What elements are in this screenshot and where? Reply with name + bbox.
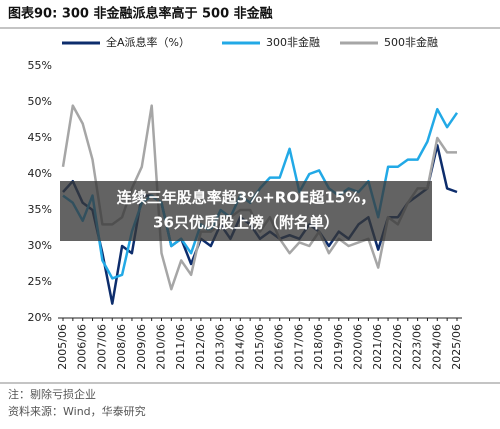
- y-tick-label: 20%: [28, 311, 52, 324]
- x-tick-label: 2011/06: [174, 324, 187, 370]
- y-tick-label: 25%: [28, 275, 52, 288]
- x-tick-label: 2023/06: [411, 324, 424, 370]
- x-tick-label: 2022/06: [391, 324, 404, 370]
- x-tick-label: 2018/06: [312, 324, 325, 370]
- x-tick-label: 2006/06: [76, 324, 89, 370]
- y-tick-label: 50%: [28, 95, 52, 108]
- x-tick-label: 2014/06: [233, 324, 246, 370]
- y-tick-label: 40%: [28, 167, 52, 180]
- footnote: 注：剔除亏损企业: [8, 387, 96, 401]
- x-tick-label: 2021/06: [371, 324, 384, 370]
- x-tick-label: 2008/06: [115, 324, 128, 370]
- x-tick-label: 2005/06: [56, 324, 69, 370]
- x-tick-label: 2016/06: [273, 324, 286, 370]
- x-tick-label: 2007/06: [95, 324, 108, 370]
- y-tick-label: 55%: [28, 59, 52, 72]
- x-tick-label: 2010/06: [155, 324, 168, 370]
- x-tick-label: 2019/06: [332, 324, 345, 370]
- x-tick-label: 2013/06: [214, 324, 227, 370]
- x-tick-label: 2012/06: [194, 324, 207, 370]
- x-tick-label: 2025/06: [450, 324, 463, 370]
- legend-label: 300非金融: [266, 35, 320, 49]
- y-tick-label: 45%: [28, 131, 52, 144]
- y-tick-label: 30%: [28, 239, 52, 252]
- y-tick-label: 35%: [28, 203, 52, 216]
- legend-label: 500非金融: [384, 35, 438, 49]
- x-tick-label: 2015/06: [253, 324, 266, 370]
- overlay-text: 连续三年股息率超3%+ROE超15%，: [117, 189, 376, 207]
- legend-label: 全A派息率（%）: [106, 35, 190, 49]
- x-tick-label: 2009/06: [135, 324, 148, 370]
- x-tick-label: 2020/06: [352, 324, 365, 370]
- source-note: 资料来源：Wind，华泰研究: [8, 404, 146, 418]
- overlay-text: 36只优质股上榜（附名单）: [153, 214, 339, 232]
- x-tick-label: 2017/06: [292, 324, 305, 370]
- chart-title: 图表90: 300 非金融派息率高于 500 非金融: [8, 6, 273, 22]
- x-tick-label: 2024/06: [430, 324, 443, 370]
- overlay-banner: [60, 181, 432, 241]
